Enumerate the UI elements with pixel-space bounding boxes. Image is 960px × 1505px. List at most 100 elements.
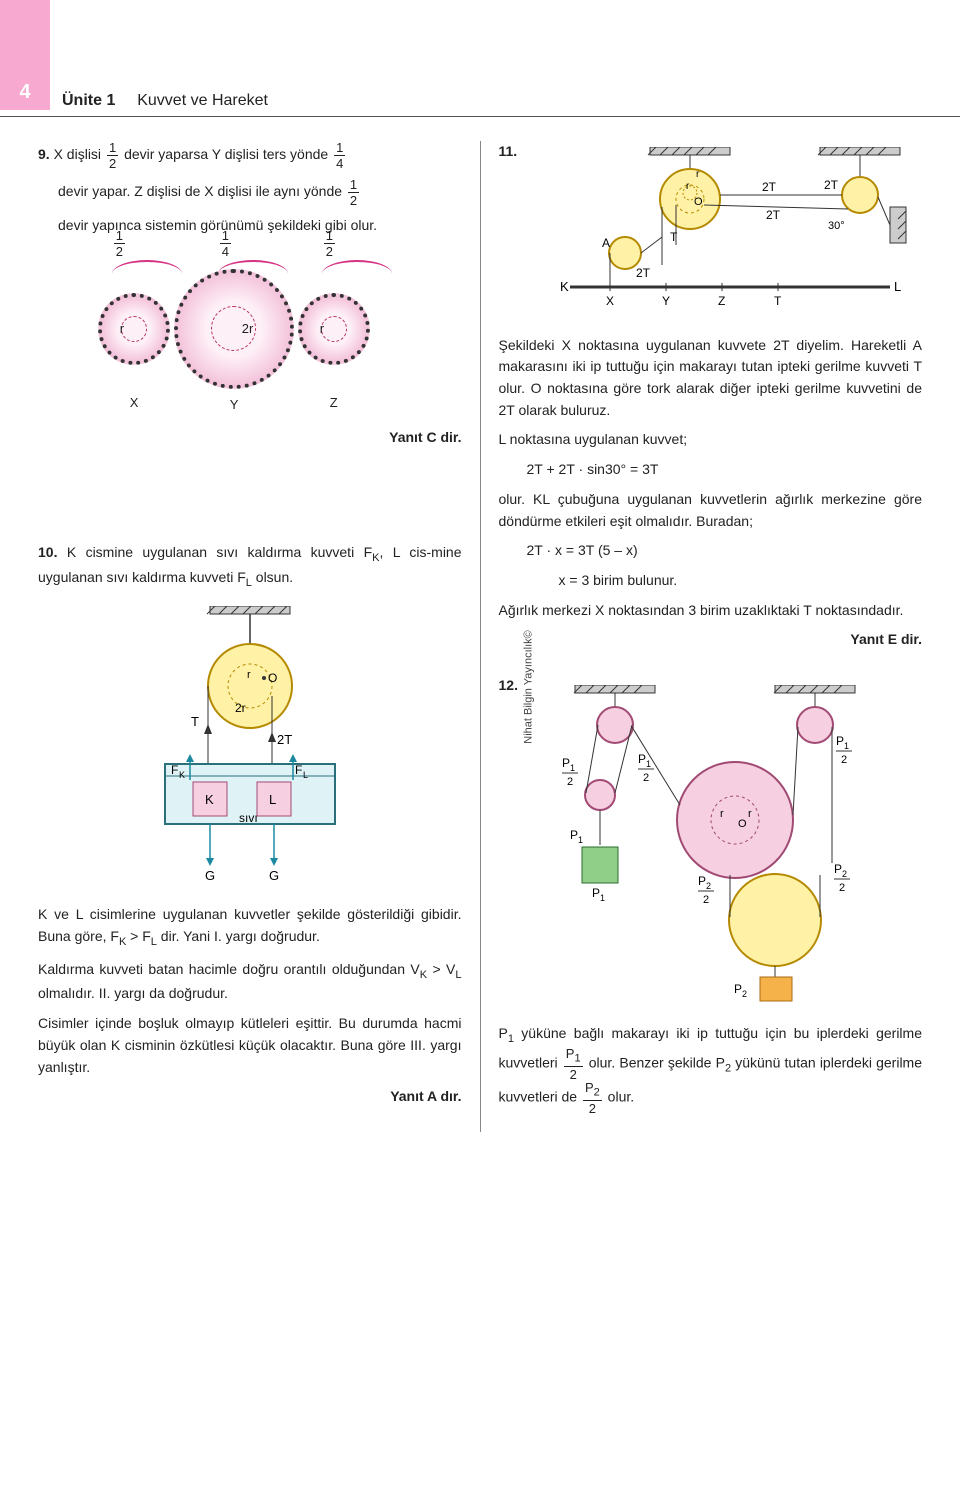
chapter-title: Kuvvet ve Hareket [137, 92, 268, 109]
svg-text:O: O [268, 671, 277, 685]
svg-text:1: 1 [570, 763, 575, 773]
svg-text:L: L [303, 770, 308, 780]
svg-text:T: T [670, 230, 678, 244]
svg-text:L: L [894, 279, 901, 294]
q11-p1: Şekildeki X noktasına uygulanan kuvvete … [499, 335, 923, 422]
svg-text:F: F [171, 763, 178, 777]
left-column: 9. X dişlisi 12 devir yaparsa Y dişlisi … [20, 141, 480, 1132]
svg-text:r: r [748, 808, 752, 820]
gear-z [298, 293, 370, 365]
gear-diagram: 12 14 12 r 2r r X Y Z [90, 247, 410, 417]
radius-r1: r [120, 321, 124, 336]
svg-text:2T: 2T [824, 178, 839, 192]
radius-r2: r [320, 321, 324, 336]
gear-y [174, 269, 294, 389]
q10-figure: O r 2r T 2T K L sıvı [38, 606, 462, 886]
svg-text:F: F [295, 763, 302, 777]
right-column: 11. O r [481, 141, 941, 1132]
q10-number: 10. [38, 544, 57, 560]
radius-2r: 2r [242, 321, 254, 336]
q9-line1a: X dişlisi [54, 146, 105, 162]
q10-answer: Yanıt A dır. [38, 1086, 462, 1108]
svg-text:30°: 30° [828, 220, 845, 232]
svg-text:G: G [269, 868, 279, 883]
gear-x [98, 293, 170, 365]
svg-text:K: K [560, 279, 569, 294]
svg-text:G: G [205, 868, 215, 883]
q10-p3: Cisimler içinde boşluk olmayıp kütleleri… [38, 1013, 462, 1078]
q10-p2: Kaldırma kuvveti batan hacimle doğru ora… [38, 959, 462, 1006]
svg-text:T: T [774, 294, 782, 308]
page-number-tab: 4 [0, 0, 50, 110]
publisher-label: Nihat Bilgin Yayıncılık© [522, 630, 534, 743]
svg-text:r: r [247, 669, 251, 681]
column-divider: Nihat Bilgin Yayıncılık© [480, 141, 481, 1132]
svg-text:O: O [694, 196, 703, 208]
svg-text:2: 2 [706, 881, 711, 891]
svg-text:2: 2 [643, 772, 649, 784]
svg-text:X: X [606, 294, 614, 308]
q9-number: 9. [38, 146, 50, 162]
svg-text:T: T [191, 714, 199, 729]
svg-text:1: 1 [578, 835, 583, 845]
q11-number: 11. [499, 143, 518, 159]
q11-eq1: 2T + 2T · sin30° = 3T [499, 459, 923, 481]
svg-text:2: 2 [567, 776, 573, 788]
svg-text:sıvı: sıvı [239, 811, 258, 825]
q9-line1b: devir yaparsa Y dişlisi ters yönde [124, 146, 332, 162]
q11-eq3: x = 3 birim bulunur. [499, 570, 923, 592]
svg-text:L: L [269, 792, 276, 807]
svg-text:P: P [834, 862, 842, 876]
svg-text:2: 2 [839, 882, 845, 894]
q12-number: 12. [499, 677, 518, 693]
gear-label-x: X [130, 395, 139, 410]
svg-text:Y: Y [662, 294, 670, 308]
svg-text:K: K [205, 792, 214, 807]
q9-answer: Yanıt C dir. [38, 427, 462, 449]
svg-text:1: 1 [844, 741, 849, 751]
svg-text:A: A [602, 236, 610, 250]
frac-p1-2: P1 2 [564, 1047, 583, 1081]
svg-text:Z: Z [718, 294, 725, 308]
q12-p1: P1 yüküne bağlı makarayı iki ip tuttuğu … [499, 1023, 923, 1115]
svg-text:P: P [592, 886, 600, 900]
svg-text:2: 2 [703, 894, 709, 906]
q11-figure: O r r [499, 147, 923, 317]
svg-text:r: r [720, 808, 724, 820]
svg-text:P: P [570, 828, 578, 842]
gear-label-y: Y [230, 397, 239, 412]
svg-text:P: P [562, 756, 570, 770]
svg-text:P: P [734, 982, 742, 996]
q11-p4: Ağırlık merkezi X noktasından 3 birim uz… [499, 600, 923, 622]
svg-text:2r: 2r [235, 701, 246, 715]
svg-text:2T: 2T [762, 180, 777, 194]
frac-p2-2: P2 2 [583, 1081, 602, 1115]
q11-p3: olur. KL çubuğuna uygulanan kuvvetlerin … [499, 489, 923, 532]
frac-1-2b: 12 [348, 178, 359, 207]
q10-intro: 10. K cismine uygulanan sıvı kaldırma ku… [38, 542, 462, 592]
frac-1-2: 12 [107, 141, 118, 170]
gear-label-z: Z [330, 395, 338, 410]
svg-text:K: K [179, 770, 185, 780]
q9-line2: devir yapar. Z dişlisi de X dişlisi ile … [38, 178, 462, 207]
svg-text:2T: 2T [277, 732, 292, 747]
svg-text:P: P [638, 752, 646, 766]
svg-text:O: O [738, 818, 747, 830]
unit-label: Ünite 1 [62, 92, 115, 109]
svg-text:2: 2 [841, 754, 847, 766]
svg-text:2T: 2T [766, 208, 781, 222]
q12-figure: O r r P1 2 P1 2 P1 2 P1 [499, 685, 923, 1005]
svg-text:1: 1 [600, 893, 605, 903]
svg-text:2T: 2T [636, 266, 651, 280]
svg-text:P: P [698, 874, 706, 888]
frac-1-4: 14 [334, 141, 345, 170]
svg-text:2: 2 [842, 869, 847, 879]
q10-p1: K ve L cisimlerine uygulanan kuvvetler ş… [38, 904, 462, 951]
q11-answer: Yanıt E dir. [499, 629, 923, 651]
page-header: Ünite 1 Kuvvet ve Hareket [0, 0, 960, 117]
q11-eq2: 2T · x = 3T (5 – x) [499, 540, 923, 562]
svg-text:1: 1 [646, 759, 651, 769]
svg-text:2: 2 [742, 989, 747, 999]
svg-text:P: P [836, 734, 844, 748]
q9-text: 9. X dişlisi 12 devir yaparsa Y dişlisi … [38, 141, 462, 170]
